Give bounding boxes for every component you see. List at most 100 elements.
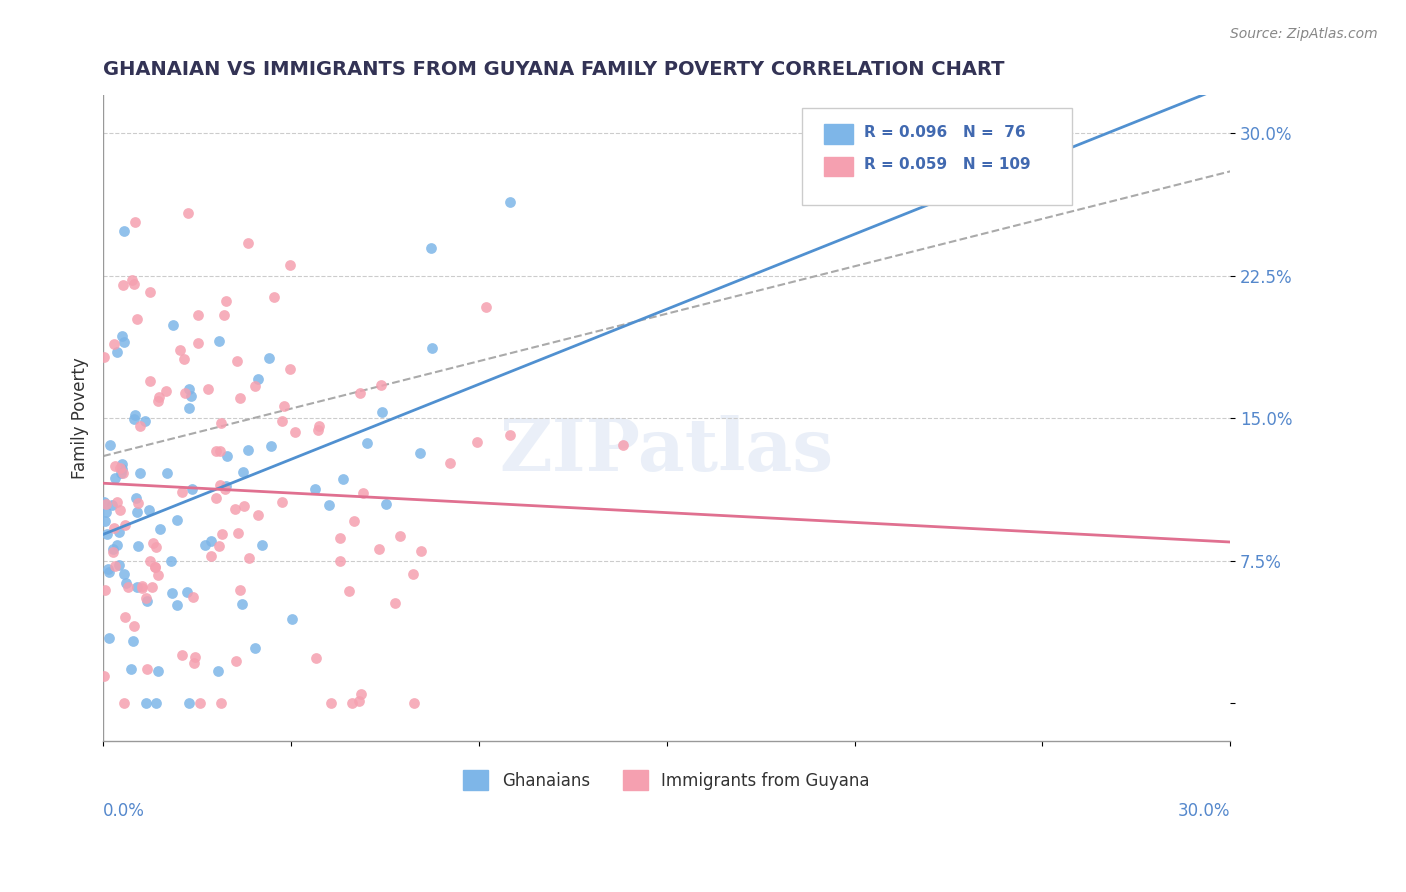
Point (101, 544, 124, 558)
Point (499, 427, 522, 442)
Point (114, 610, 136, 624)
Point (135, 696, 157, 710)
Point (101, 498, 124, 512)
Point (200, 533, 222, 548)
Point (170, 485, 193, 500)
Point (209, 416, 232, 430)
Point (211, 527, 233, 541)
Point (232, 499, 254, 513)
Point (245, 641, 267, 656)
Point (212, 308, 235, 322)
Point (177, 382, 200, 396)
Point (263, 289, 285, 303)
Point (138, 503, 160, 517)
Point (208, 477, 231, 491)
Point (318, 498, 340, 512)
Point (177, 696, 200, 710)
Point (108, 461, 131, 475)
Point (131, 579, 153, 593)
Point (247, 372, 270, 386)
Point (96, 505, 118, 519)
Point (420, 341, 443, 355)
Text: R = 0.096   N =  76: R = 0.096 N = 76 (863, 125, 1025, 140)
Point (177, 206, 200, 220)
Point (94, 514, 117, 528)
Point (136, 663, 159, 677)
Point (103, 521, 125, 535)
Point (207, 664, 229, 678)
FancyBboxPatch shape (801, 108, 1073, 205)
Point (281, 612, 304, 626)
Point (439, 456, 461, 470)
Point (148, 568, 170, 582)
Point (111, 277, 134, 292)
Point (138, 285, 160, 299)
Point (238, 550, 260, 565)
Point (104, 470, 127, 484)
Point (124, 214, 146, 228)
Point (104, 559, 127, 574)
Point (231, 597, 253, 611)
Text: Source: ZipAtlas.com: Source: ZipAtlas.com (1230, 27, 1378, 41)
Point (236, 443, 259, 458)
Point (329, 554, 352, 568)
Point (114, 575, 136, 590)
Point (124, 408, 146, 422)
Point (197, 382, 219, 396)
Point (160, 554, 183, 568)
Text: 30.0%: 30.0% (1178, 802, 1230, 820)
Point (112, 335, 135, 350)
Point (112, 696, 135, 710)
Point (108, 503, 131, 517)
Point (370, 377, 392, 392)
Point (187, 336, 209, 351)
Point (155, 384, 177, 399)
Point (146, 394, 169, 409)
Point (94, 497, 117, 511)
Point (389, 529, 412, 543)
Point (122, 619, 145, 633)
Point (183, 657, 205, 671)
Point (139, 374, 162, 388)
Point (124, 277, 146, 291)
Point (122, 411, 145, 425)
Point (184, 650, 207, 665)
Point (145, 696, 167, 710)
Point (215, 479, 238, 493)
Point (208, 539, 231, 553)
Point (260, 439, 283, 453)
Point (250, 539, 273, 553)
Point (188, 696, 211, 710)
Point (129, 466, 152, 480)
Point (337, 584, 360, 599)
Text: GHANAIAN VS IMMIGRANTS FROM GUYANA FAMILY POVERTY CORRELATION CHART: GHANAIAN VS IMMIGRANTS FROM GUYANA FAMIL… (103, 60, 1005, 78)
Point (97, 631, 120, 645)
Point (205, 443, 228, 458)
Point (374, 497, 396, 511)
Point (105, 495, 128, 509)
Point (356, 436, 378, 450)
Point (127, 496, 149, 510)
Point (136, 594, 159, 608)
Point (104, 458, 127, 473)
Point (304, 482, 326, 496)
Point (215, 450, 238, 464)
Point (350, 687, 373, 701)
Point (127, 540, 149, 554)
Point (93, 350, 115, 364)
Point (100, 438, 122, 452)
Point (174, 385, 197, 400)
Point (402, 566, 425, 581)
Point (612, 438, 634, 452)
Point (236, 235, 259, 250)
Point (170, 648, 193, 662)
Point (319, 696, 342, 710)
Point (111, 466, 134, 480)
Point (111, 328, 134, 343)
Point (101, 541, 124, 556)
Point (209, 696, 232, 710)
Point (162, 318, 184, 332)
Point (135, 591, 157, 605)
Point (226, 353, 249, 368)
Point (271, 494, 294, 508)
